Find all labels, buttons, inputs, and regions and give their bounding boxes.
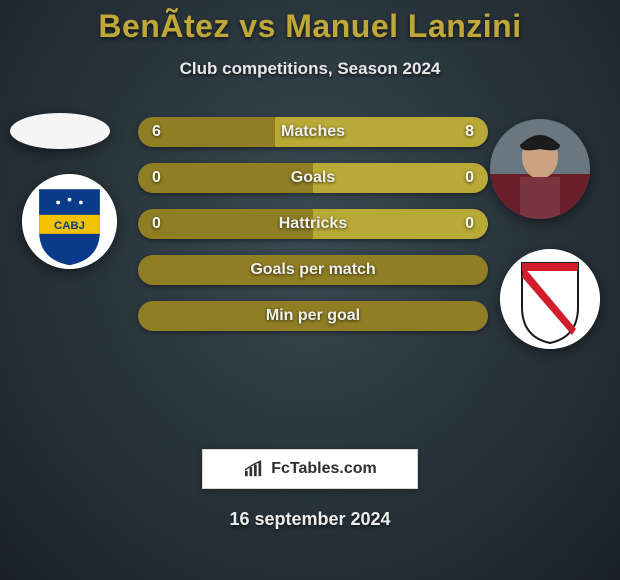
stat-row-hattricks: Hattricks0 0 <box>138 209 488 239</box>
stat-value-right: 8 <box>451 117 488 147</box>
stat-value-left: 6 <box>138 117 175 147</box>
stat-value-left: 0 <box>138 163 175 193</box>
player-left-avatar <box>10 113 110 149</box>
player-right-avatar <box>490 119 590 219</box>
stat-label: Hattricks <box>138 209 488 239</box>
chart-icon <box>243 460 265 478</box>
source-badge: FcTables.com <box>202 449 418 489</box>
stat-value-right: 0 <box>451 163 488 193</box>
stat-row-min-per-goal: Min per goal <box>138 301 488 331</box>
club-left-initials: CABJ <box>54 220 85 232</box>
source-badge-text: FcTables.com <box>271 460 377 478</box>
stat-bars: Matches68Goals00Hattricks00Goals per mat… <box>138 117 488 347</box>
club-left-badge: CABJ <box>22 174 117 269</box>
stat-value-right: 0 <box>451 209 488 239</box>
date-label: 16 september 2024 <box>0 509 620 530</box>
stat-row-goals: Goals0 0 <box>138 163 488 193</box>
stat-row-matches: Matches6 8 <box>138 117 488 147</box>
stat-label: Min per goal <box>138 301 488 331</box>
stat-label: Matches <box>138 117 488 147</box>
comparison-stage: CABJ <box>0 109 620 449</box>
page-title: BenÃ­tez vs Manuel Lanzini <box>0 8 620 45</box>
club-right-badge <box>500 249 600 349</box>
stat-row-goals-per-match: Goals per match <box>138 255 488 285</box>
stat-label: Goals per match <box>138 255 488 285</box>
stat-label: Goals <box>138 163 488 193</box>
stat-value-left: 0 <box>138 209 175 239</box>
subtitle: Club competitions, Season 2024 <box>0 59 620 79</box>
